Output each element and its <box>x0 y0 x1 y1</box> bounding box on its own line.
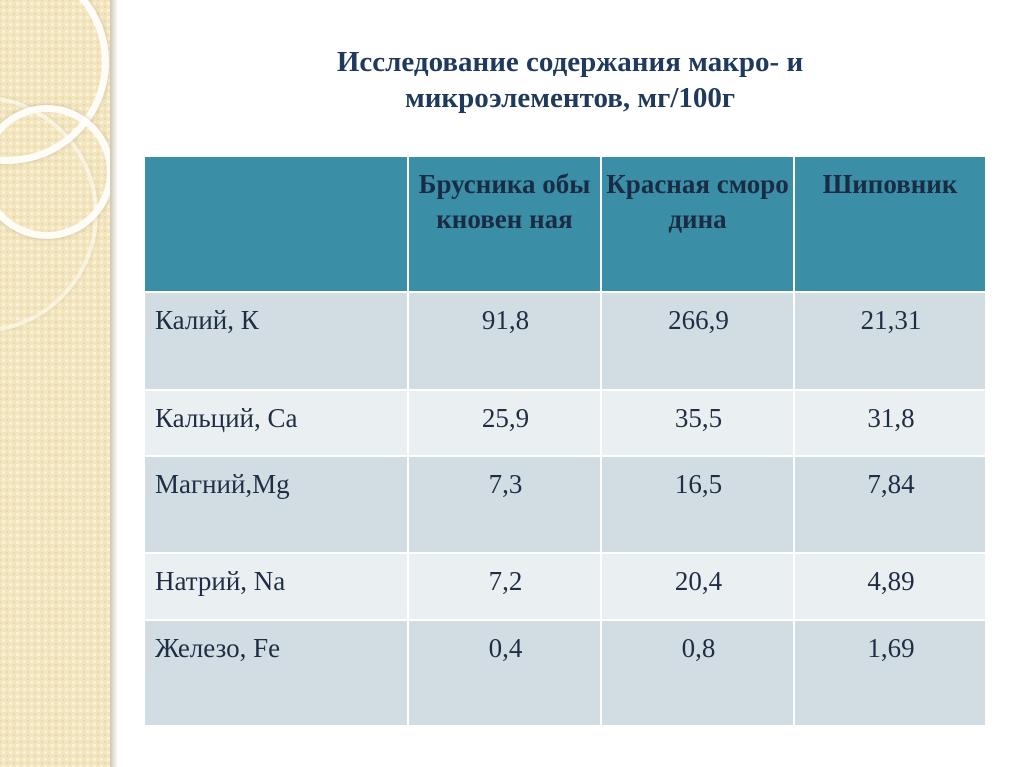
table-row: Натрий, Na 7,2 20,4 4,89 <box>143 552 987 621</box>
table-row: Магний,Mg 7,3 16,5 7,84 <box>143 455 987 554</box>
cell-value: 25,9 <box>407 389 602 457</box>
row-label: Кальций, Ca <box>143 389 409 457</box>
cell-value: 0,4 <box>407 619 602 727</box>
header-cell-rosehip: Шиповник <box>793 155 987 293</box>
cell-value: 7,3 <box>407 455 602 554</box>
table-row: Кальций, Ca 25,9 35,5 31,8 <box>143 389 987 457</box>
cell-value: 21,31 <box>793 291 987 391</box>
header-cell-empty <box>143 155 409 293</box>
cell-value: 0,8 <box>600 619 795 727</box>
row-label: Железо, Fe <box>143 619 409 727</box>
table-header-row: Брусника обыкновен ная Красная смородина… <box>143 155 987 293</box>
cell-value: 266,9 <box>600 291 795 391</box>
cell-value: 35,5 <box>600 389 795 457</box>
cell-value: 7,84 <box>793 455 987 554</box>
cell-value: 1,69 <box>793 619 987 727</box>
cell-value: 16,5 <box>600 455 795 554</box>
slide-title: Исследование содержания макро- и микроэл… <box>140 44 1000 116</box>
row-label: Магний,Mg <box>143 455 409 554</box>
table-row: Калий, К 91,8 266,9 21,31 <box>143 291 987 391</box>
decorative-side-panel <box>0 0 110 767</box>
cell-value: 4,89 <box>793 552 987 621</box>
cell-value: 20,4 <box>600 552 795 621</box>
elements-table: Брусника обыкновен ная Красная смородина… <box>143 155 987 727</box>
row-label: Калий, К <box>143 291 409 391</box>
row-label: Натрий, Na <box>143 552 409 621</box>
header-cell-red-currant: Красная смородина <box>600 155 795 293</box>
slide-title-line-1: Исследование содержания макро- и <box>336 46 804 78</box>
cell-value: 31,8 <box>793 389 987 457</box>
cell-value: 91,8 <box>407 291 602 391</box>
table-row: Железо, Fe 0,4 0,8 1,69 <box>143 619 987 727</box>
side-panel-shadow <box>110 0 118 767</box>
header-cell-lingonberry: Брусника обыкновен ная <box>407 155 602 293</box>
slide-title-line-2: микроэлементов, мг/100г <box>404 82 736 114</box>
cell-value: 7,2 <box>407 552 602 621</box>
decorative-ring <box>0 105 110 239</box>
